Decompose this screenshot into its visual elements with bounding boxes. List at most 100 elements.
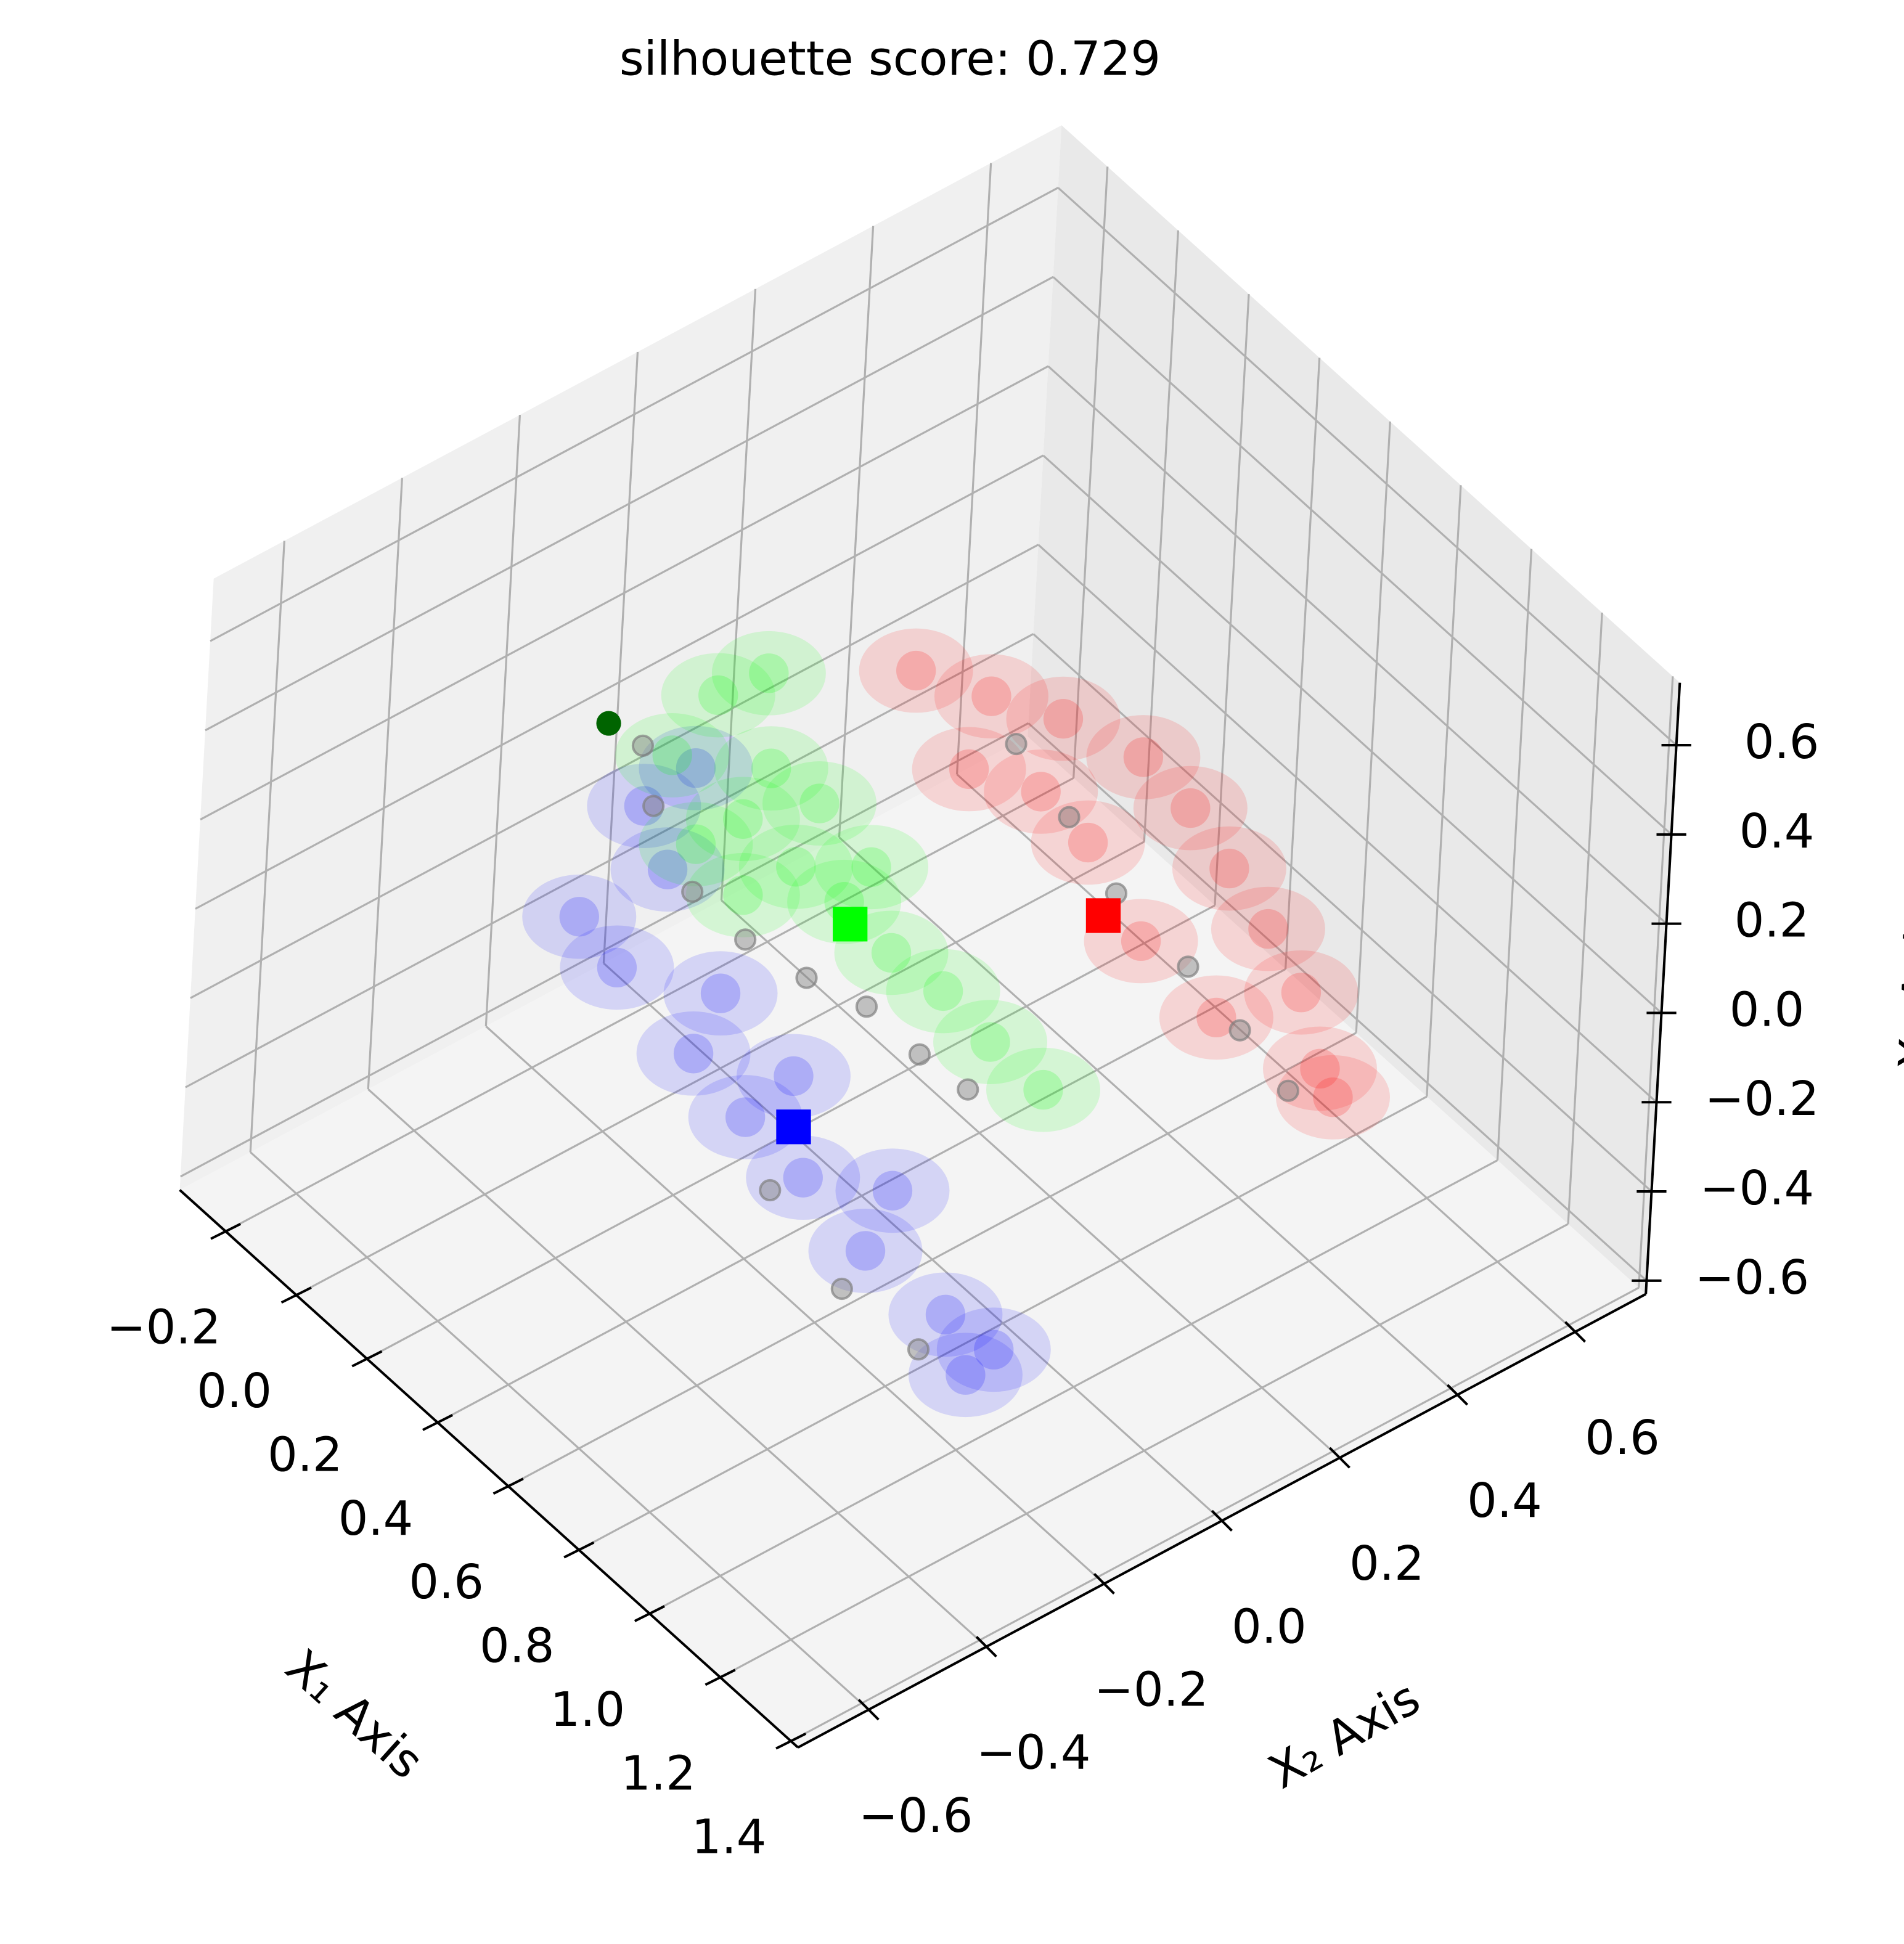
y-tick-label: 0.2 [1349,1537,1424,1591]
cloud-core [845,1231,886,1271]
path-point [642,794,665,817]
grid-line [1052,276,1672,836]
cloud-point [984,749,1098,834]
grid-line [485,1025,1105,1585]
cloud-core [749,653,789,693]
cloud-core [923,971,963,1011]
grid-line [185,633,1034,1088]
cloud-point [912,727,1026,812]
grid-line [1032,633,1653,1193]
tick-mark [210,1222,242,1240]
cloud-core [1043,699,1084,739]
path-point [830,1277,853,1301]
cloud-point [736,1034,851,1119]
cloud-point [933,1000,1048,1084]
path-point [795,966,818,989]
cloud-core [725,1097,766,1137]
cloud-core [872,1170,913,1211]
path-point [908,1043,931,1066]
grid-line [956,774,1576,1333]
centroid [1085,898,1121,933]
path-point [1228,1019,1251,1042]
y-tick-label: 0.6 [1585,1411,1660,1466]
x-axis-line [179,1189,799,1749]
x-tick-label: 1.4 [692,1810,767,1865]
grid-line [1047,365,1667,925]
cloud-point [1133,766,1248,851]
grid-line [180,722,1029,1178]
cloud-core [925,1294,966,1335]
cloud-core [851,847,891,887]
tick-mark [975,1636,997,1658]
cloud-point [636,1011,751,1096]
path-point [1058,806,1081,828]
cloud-point [1275,1055,1391,1140]
cloud-core [676,824,716,864]
cloud-core [1171,788,1211,828]
y-axis-label: X₂ Axis [1260,1670,1429,1800]
path-point [759,1178,782,1202]
cloud-point [1262,1026,1377,1111]
grid-line [205,276,1054,732]
grid-line [603,962,1223,1522]
cloud-point [685,777,800,862]
y-tick-label: 0.4 [1467,1474,1542,1529]
cloud-core [1313,1077,1353,1117]
cloud-point [639,725,753,811]
grid-line [1042,454,1662,1014]
x-tick-label: 0.6 [409,1555,484,1610]
centroid [833,907,868,942]
y-tick-label: −0.4 [976,1726,1091,1781]
cloud-point [688,1075,803,1159]
path-point [957,1078,979,1101]
cloud-core [1023,1069,1063,1110]
cloud-point [859,628,973,713]
cloud-point [908,1333,1023,1418]
cloud-point [934,654,1048,739]
cloud-point [685,852,800,937]
cloud-point [1172,826,1286,911]
cloud-core [700,973,741,1013]
cloud-core [774,1056,814,1097]
grid-line [210,187,1059,642]
cloud-point [835,1148,950,1233]
cloud-point [663,951,778,1036]
cloud-core [1121,921,1161,962]
tick-mark [1564,1321,1587,1343]
cloud-point [808,1209,923,1293]
cloud-core [652,735,692,775]
z-tick-label: −0.6 [1695,1251,1810,1305]
cloud-point [814,825,929,910]
cloud-core [974,1329,1014,1370]
z-tick-label: 0.0 [1730,982,1805,1037]
cloud-point [1211,886,1325,971]
cloud-point [560,925,674,1010]
x-tick-label: 0.8 [480,1619,555,1674]
z-axis-label: X₃ Axis [1889,905,1904,1071]
z-tick-label: −0.4 [1700,1161,1815,1216]
y-tick-label: −0.2 [1094,1662,1209,1717]
x-tick-label: 1.0 [550,1683,626,1738]
cloud-core [751,748,791,788]
cloud-core [776,847,816,887]
cloud-point [661,653,775,738]
z-tick-label: 0.4 [1739,804,1815,859]
x-tick-label: 0.4 [338,1492,414,1546]
grid-line [195,454,1044,910]
x-axis-label: X₁ Axis [275,1640,433,1790]
tick-mark [563,1541,595,1559]
z-tick-label: 0.2 [1734,894,1810,949]
y-tick-label: −0.6 [859,1789,973,1844]
cloud-core [946,1355,986,1395]
tick-mark [705,1668,736,1686]
cloud-point [522,874,637,959]
cloud-core [1209,848,1249,889]
cloud-core [1068,822,1108,863]
x-tick-label: 1.2 [621,1746,696,1801]
cloud-core [971,676,1011,716]
tick-mark [351,1350,383,1368]
tick-mark [1328,1447,1350,1469]
cloud-core [1281,973,1322,1013]
cloud-point [1244,950,1359,1035]
